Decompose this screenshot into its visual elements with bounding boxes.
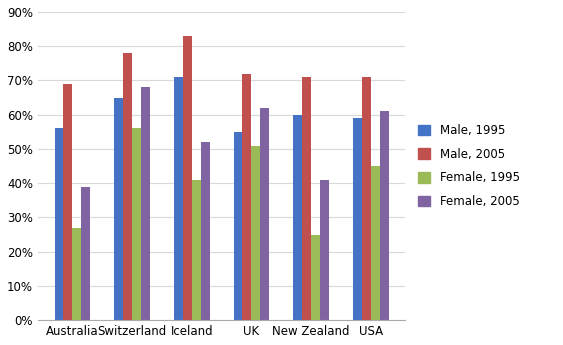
Bar bbox=[200, 142, 209, 320]
Bar bbox=[82, 187, 90, 320]
Bar bbox=[371, 166, 379, 320]
Bar bbox=[141, 87, 150, 320]
Bar bbox=[123, 53, 132, 320]
Bar bbox=[260, 108, 269, 320]
Bar bbox=[114, 98, 123, 320]
Legend: Male, 1995, Male, 2005, Female, 1995, Female, 2005: Male, 1995, Male, 2005, Female, 1995, Fe… bbox=[415, 121, 523, 211]
Bar bbox=[353, 118, 362, 320]
Bar bbox=[132, 128, 141, 320]
Bar bbox=[183, 36, 192, 320]
Bar bbox=[174, 77, 183, 320]
Bar bbox=[293, 115, 302, 320]
Bar bbox=[302, 77, 311, 320]
Bar bbox=[311, 235, 320, 320]
Bar bbox=[55, 128, 64, 320]
Bar bbox=[252, 146, 260, 320]
Bar bbox=[243, 73, 252, 320]
Bar bbox=[192, 180, 200, 320]
Bar bbox=[362, 77, 371, 320]
Bar bbox=[379, 111, 388, 320]
Bar bbox=[64, 84, 73, 320]
Bar bbox=[234, 132, 243, 320]
Bar bbox=[320, 180, 329, 320]
Bar bbox=[73, 228, 82, 320]
